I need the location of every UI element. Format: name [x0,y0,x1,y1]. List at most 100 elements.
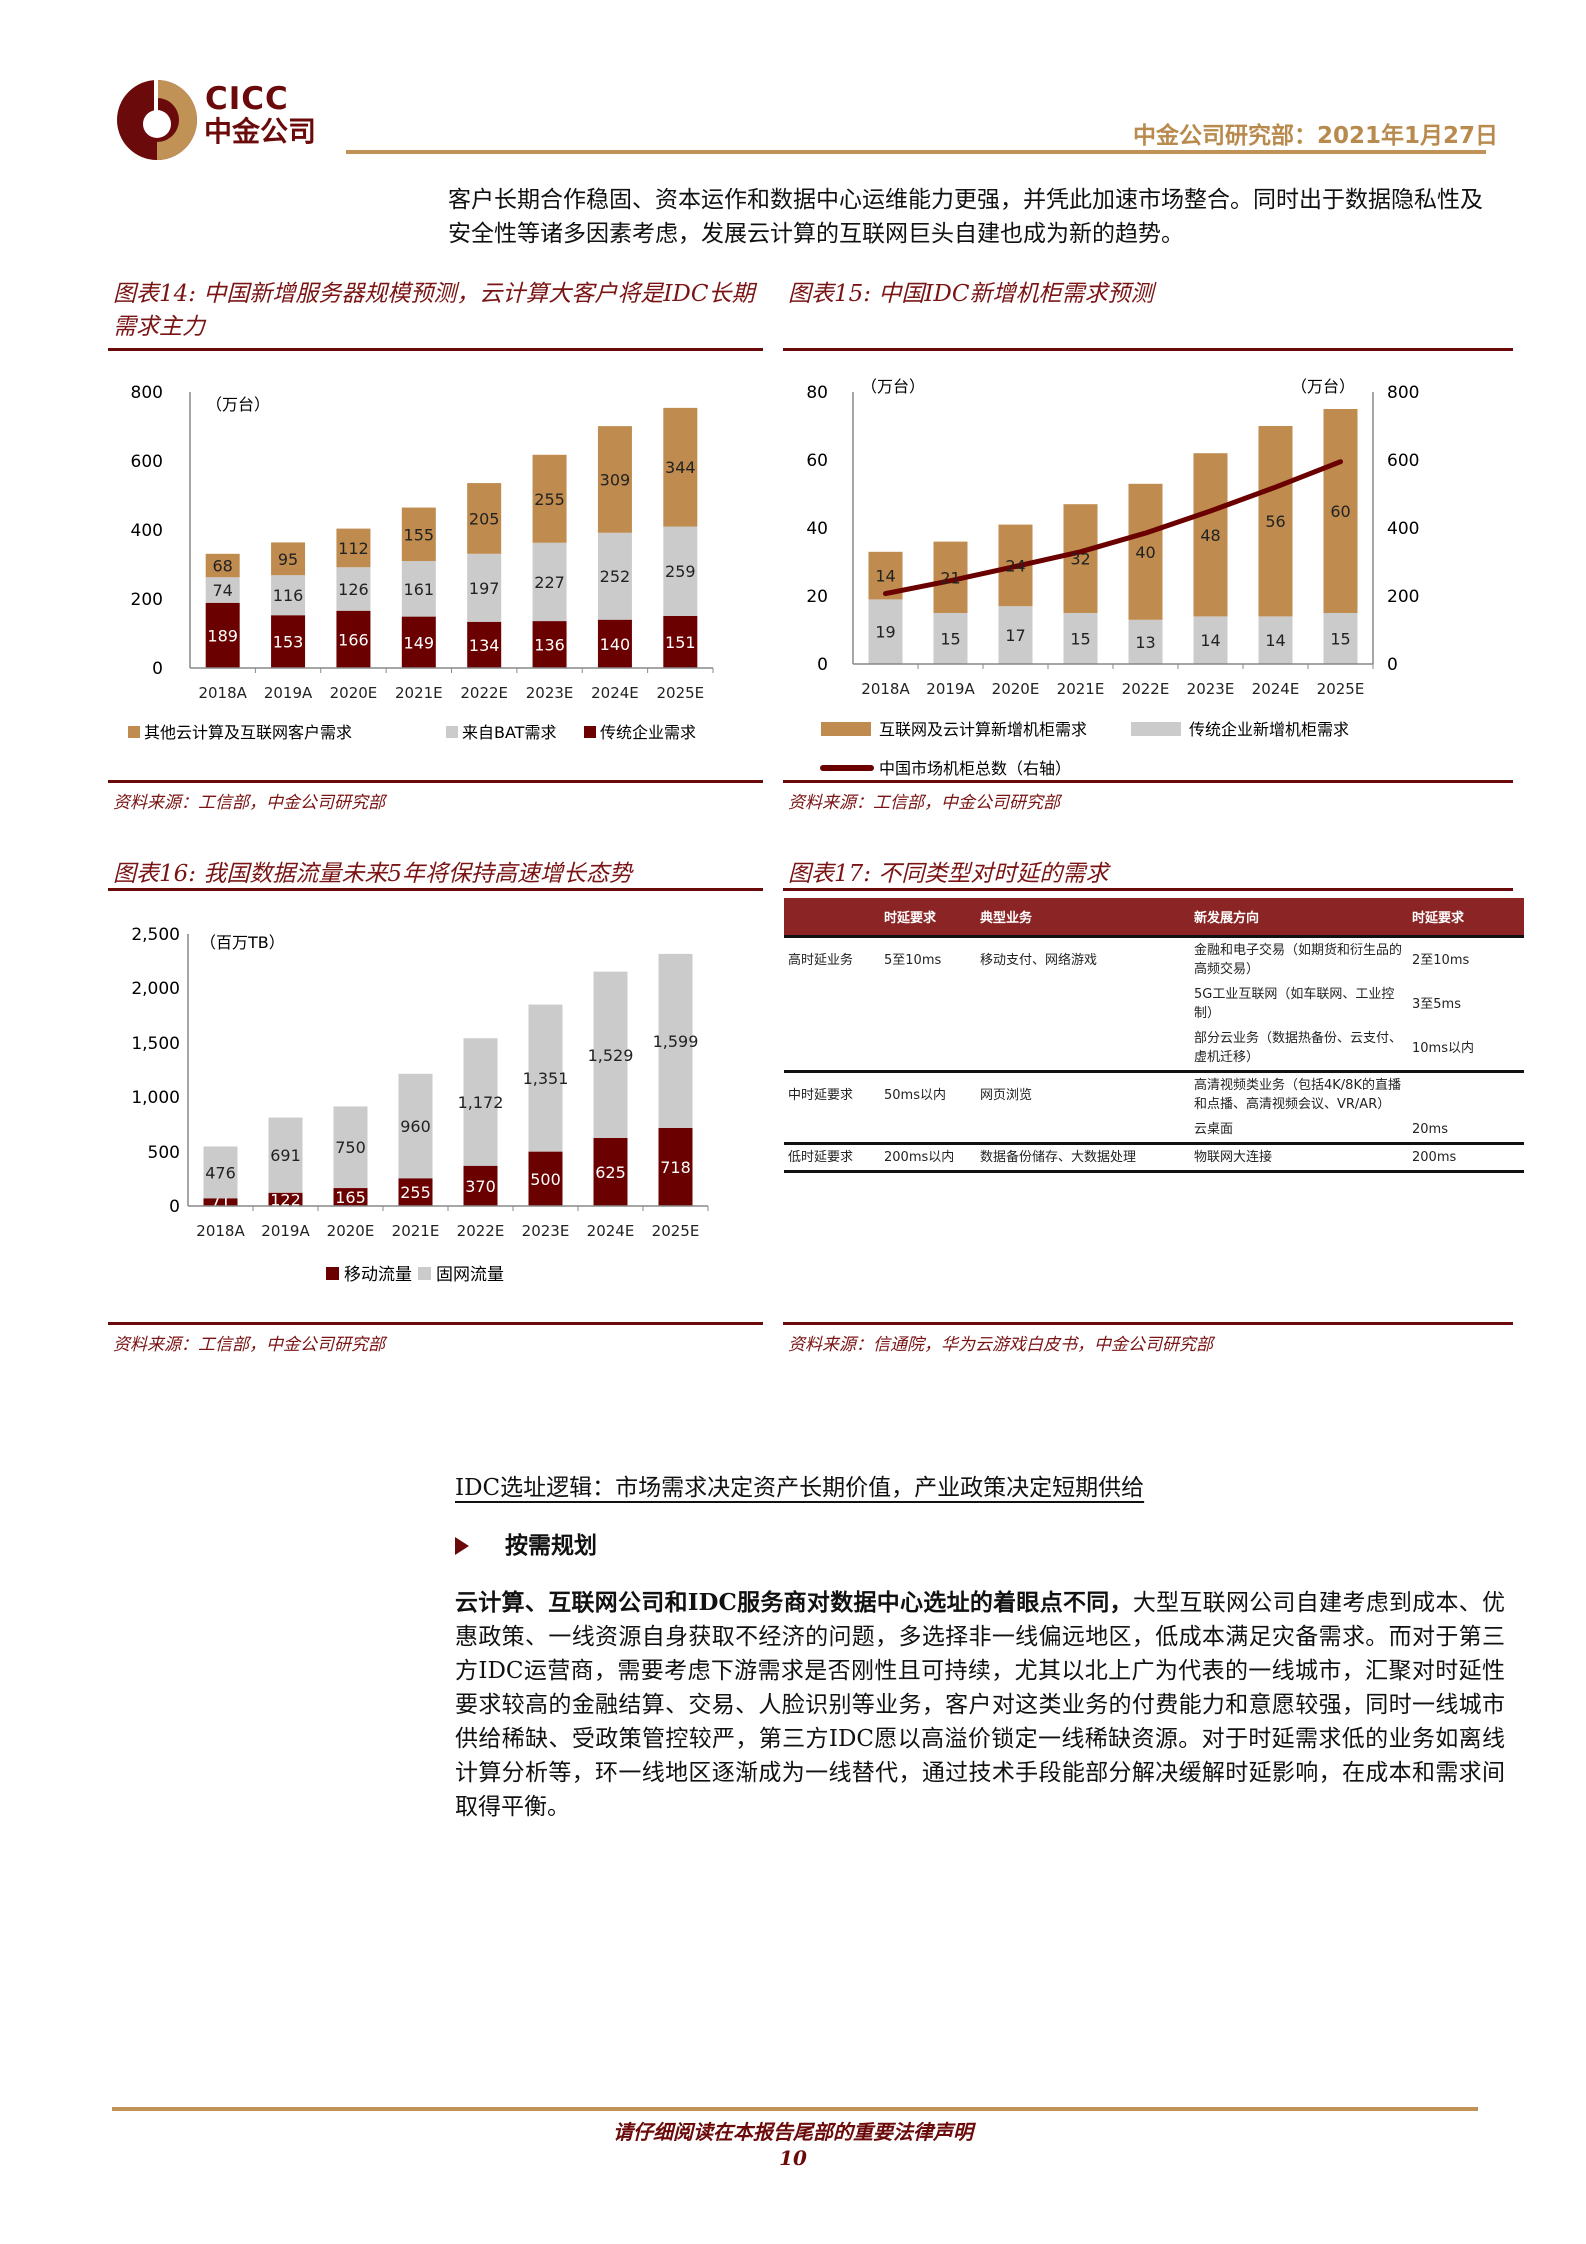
svg-text:500: 500 [148,1143,180,1163]
svg-text:255: 255 [534,490,565,509]
bar-segment [333,1106,368,1189]
svg-text:13: 13 [1135,633,1155,652]
svg-text:2018A: 2018A [198,684,247,702]
svg-text:165: 165 [335,1188,366,1207]
legend-traditional-cabinets: 传统企业新增机柜需求 [1189,720,1349,739]
bar-segment [463,1165,498,1206]
svg-text:2,000: 2,000 [131,979,180,999]
svg-text:122: 122 [270,1190,301,1209]
svg-text:252: 252 [600,567,631,586]
bar-segment [593,971,628,1138]
svg-text:0: 0 [169,1197,180,1217]
latency-table: 时延要求 典型业务 新发展方向 时延要求 高时延业务 5至10ms 移动支付、网… [784,898,1524,1173]
svg-text:48: 48 [1200,526,1220,545]
svg-text:1,500: 1,500 [131,1034,180,1054]
svg-text:718: 718 [660,1158,691,1177]
page-number: 10 [779,2146,807,2170]
svg-text:14: 14 [1265,631,1285,650]
svg-text:2019A: 2019A [926,680,975,698]
bar-segment [658,1127,693,1206]
svg-text:0: 0 [817,655,828,675]
svg-text:1,529: 1,529 [588,1046,634,1065]
svg-text:309: 309 [600,470,631,489]
fig15-y-axis-right: 800 600 400 200 0 （万台） [1291,377,1419,675]
bar-segment [336,610,371,668]
svg-text:1,599: 1,599 [653,1032,699,1051]
bar-segment [205,553,240,578]
bar-segment [528,1151,563,1206]
body-rest: 大型互联网公司自建考虑到成本、优惠政策、一线资源自身获取不经济的问题，多选择非一… [455,1590,1506,1820]
fig14-y-axis: 800 600 400 200 0 （万台） [131,383,270,679]
legend-bat: 来自BAT需求 [462,723,556,742]
fig16-unit: （百万TB） [200,933,285,952]
body-paragraph: 云计算、互联网公司和IDC服务商对数据中心选址的着眼点不同，大型互联网公司自建考… [455,1586,1505,1824]
fig14-x-axis: 2018A 2019A 2020E 2021E 2022E 2023E 2024E 2025E [198,668,714,702]
svg-text:155: 155 [404,525,435,544]
bullet-heading: 按需规划 [455,1526,597,1560]
bar-segment [401,616,436,668]
legend-other-cloud: 其他云计算及互联网客户需求 [144,723,352,742]
bar-segment [333,1188,368,1206]
bar-segment [467,553,502,622]
fig14-chart: 800 600 400 200 0 （万台） 189 74 68 153 116 95 16… [128,383,714,742]
fig17-source: 资料来源：信通院，华为云游戏白皮书，中金公司研究部 [788,1335,1213,1355]
svg-text:370: 370 [465,1177,496,1196]
bar-segment [597,532,632,620]
fig17-top-rule [783,888,1513,891]
bar-segment [532,454,567,543]
svg-text:14: 14 [1200,631,1220,650]
fig15-top-rule [783,348,1513,351]
bar-segment [1193,616,1228,664]
svg-text:116: 116 [273,586,304,605]
svg-text:80: 80 [806,383,828,403]
svg-text:2022E: 2022E [457,1222,505,1240]
svg-text:2023E: 2023E [522,1222,570,1240]
bar-segment [271,542,306,576]
svg-text:2019A: 2019A [264,684,313,702]
svg-text:161: 161 [404,580,435,599]
svg-text:2021E: 2021E [1057,680,1105,698]
fig15-y-axis-left: 80 60 40 20 0 （万台） [806,377,925,675]
svg-text:21: 21 [940,568,960,587]
svg-text:476: 476 [205,1163,236,1182]
svg-text:2025E: 2025E [652,1222,700,1240]
svg-text:400: 400 [131,521,163,541]
triangle-bullet-icon [455,1537,469,1555]
fig15-title: 图表15: 中国IDC新增机柜需求预测 [788,281,1154,307]
svg-text:2020E: 2020E [327,1222,375,1240]
fig15-source: 资料来源：工信部，中金公司研究部 [788,793,1060,813]
svg-text:15: 15 [1070,630,1090,649]
svg-text:60: 60 [1330,502,1350,521]
fig15-bars [868,409,1358,664]
svg-text:56: 56 [1265,512,1285,531]
table-row: 高时延业务 5至10ms 移动支付、网络游戏 金融和电子交易（如期货和衍生品的高… [788,943,1470,977]
svg-text:2025E: 2025E [656,684,704,702]
svg-text:15: 15 [940,630,960,649]
bar-segment [933,613,968,664]
svg-text:625: 625 [595,1163,626,1182]
col-header-type [784,898,880,938]
table-row: 部分云业务（数据热备份、云支付、虚机迁移） 10ms以内 [784,1026,1524,1073]
svg-text:2024E: 2024E [591,684,639,702]
svg-text:500: 500 [530,1170,561,1189]
svg-text:2022E: 2022E [460,684,508,702]
svg-text:400: 400 [1387,519,1419,539]
bar-segment [205,577,240,603]
fig14-legend: 其他云计算及互联网客户需求 来自BAT需求 传统企业需求 [128,723,696,742]
logo-text-en: CICC [205,81,289,117]
svg-text:151: 151 [665,633,696,652]
logo-text-zh: 中金公司 [204,115,317,148]
bar-segment [597,619,632,668]
footer-divider [112,2107,1478,2111]
svg-text:2024E: 2024E [1252,680,1300,698]
bar-segment [597,426,632,533]
bar-segment [467,483,502,554]
legend-mobile: 移动流量 [344,1265,412,1285]
col-header-latency: 时延要求 [880,898,976,938]
fig16-x-axis: 2018A 2019A 2020E 2021E 2022E 2023E 2024E 2025E [196,1206,709,1240]
bar-segment [1323,409,1358,613]
svg-text:2023E: 2023E [526,684,574,702]
svg-text:600: 600 [131,452,163,472]
fig16-source: 资料来源：工信部，中金公司研究部 [113,1335,385,1355]
legend-internet-cloud: 互联网及云计算新增机柜需求 [879,720,1087,739]
